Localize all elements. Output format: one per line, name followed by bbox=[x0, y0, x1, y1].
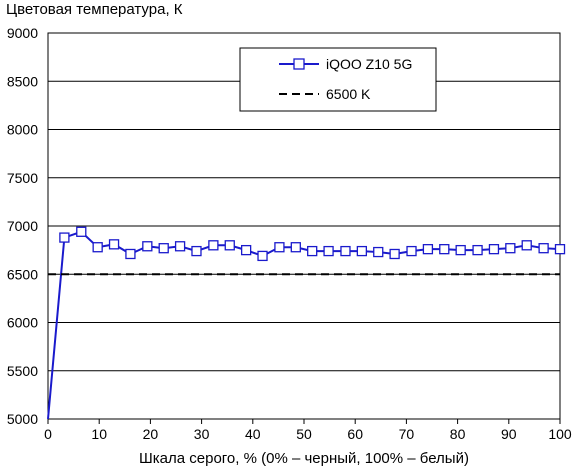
x-tick-label: 60 bbox=[347, 426, 363, 442]
data-point bbox=[158, 243, 169, 254]
data-point bbox=[224, 240, 235, 251]
x-tick-label: 70 bbox=[399, 426, 415, 442]
data-point bbox=[340, 245, 351, 257]
y-axis-ticks: 5000 5500 6000 6500 7000 7500 8000 8500 9000 bbox=[7, 25, 38, 427]
data-point bbox=[125, 248, 136, 260]
x-tick-label: 90 bbox=[501, 426, 517, 442]
data-point bbox=[76, 226, 87, 237]
data-point bbox=[406, 245, 417, 257]
chart-title: Цветовая температура, К bbox=[6, 1, 183, 18]
legend-label-series-2: 6500 K bbox=[326, 86, 371, 102]
data-point bbox=[472, 244, 483, 256]
data-point bbox=[505, 243, 516, 254]
x-tick-label: 30 bbox=[194, 426, 210, 442]
y-tick-label: 7500 bbox=[7, 170, 38, 186]
x-tick-label: 100 bbox=[548, 426, 572, 442]
data-point bbox=[538, 243, 549, 254]
data-point bbox=[108, 239, 120, 250]
legend: iQOO Z10 5G 6500 K bbox=[239, 47, 437, 112]
data-point bbox=[554, 244, 566, 255]
y-tick-label: 5500 bbox=[7, 363, 38, 379]
series-layer bbox=[47, 226, 566, 420]
data-point bbox=[59, 232, 70, 243]
x-tick-label: 0 bbox=[44, 426, 52, 442]
y-tick-label: 9000 bbox=[7, 25, 38, 41]
data-point bbox=[274, 242, 285, 253]
data-point bbox=[257, 250, 268, 262]
data-point bbox=[307, 245, 318, 257]
x-tick-label: 40 bbox=[245, 426, 261, 442]
legend-marker-series-1 bbox=[293, 58, 305, 70]
x-tick-label: 20 bbox=[143, 426, 159, 442]
data-point bbox=[521, 240, 532, 251]
data-point bbox=[142, 241, 153, 252]
x-tick-label: 10 bbox=[91, 426, 107, 442]
y-tick-label: 8000 bbox=[7, 122, 38, 138]
data-point bbox=[373, 246, 384, 258]
y-tick-label: 5000 bbox=[7, 411, 38, 427]
data-point bbox=[290, 242, 301, 253]
data-point bbox=[389, 248, 400, 260]
data-point bbox=[356, 245, 368, 257]
x-axis-label: Шкала серого, % (0% – черный, 100% – бел… bbox=[139, 450, 469, 467]
y-tick-label: 8500 bbox=[7, 73, 38, 89]
legend-label-series-1: iQOO Z10 5G bbox=[326, 56, 412, 72]
data-point bbox=[323, 245, 334, 257]
x-tick-label: 80 bbox=[450, 426, 466, 442]
grid-lines bbox=[48, 80, 560, 372]
data-point bbox=[439, 244, 450, 255]
data-point bbox=[92, 242, 103, 253]
legend-box bbox=[239, 47, 437, 112]
x-axis-ticks: 0 10 20 30 40 50 60 70 80 90 100 bbox=[44, 419, 572, 442]
data-point bbox=[174, 241, 186, 252]
data-point bbox=[240, 244, 252, 256]
data-point bbox=[488, 244, 500, 255]
x-tick-label: 50 bbox=[296, 426, 312, 442]
data-point bbox=[191, 245, 202, 257]
data-point bbox=[455, 244, 466, 256]
y-tick-label: 6000 bbox=[7, 315, 38, 331]
data-point bbox=[422, 244, 434, 255]
y-tick-label: 7000 bbox=[7, 218, 38, 234]
y-tick-label: 6500 bbox=[7, 266, 38, 282]
data-point bbox=[208, 240, 219, 251]
series-line-1 bbox=[47, 230, 561, 420]
